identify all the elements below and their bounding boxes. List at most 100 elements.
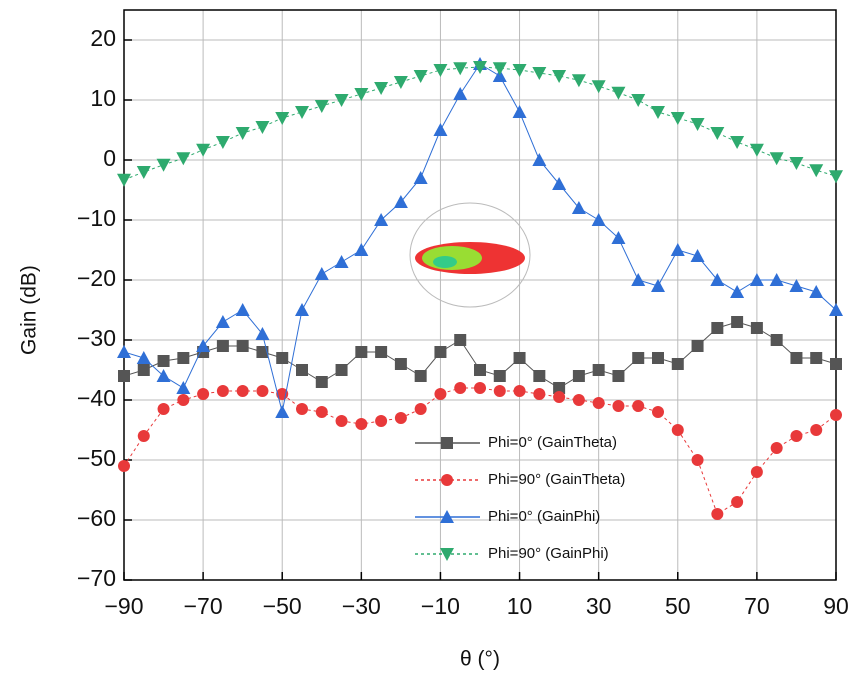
- marker: [513, 385, 526, 397]
- marker: [711, 508, 724, 520]
- marker: [512, 105, 527, 118]
- marker: [216, 385, 229, 397]
- marker: [393, 195, 408, 208]
- marker: [789, 157, 804, 170]
- marker: [553, 382, 566, 394]
- marker: [354, 88, 369, 101]
- marker: [276, 352, 289, 364]
- series-line: [123, 387, 837, 515]
- marker: [651, 106, 665, 119]
- marker: [493, 370, 506, 382]
- marker: [355, 346, 368, 358]
- marker: [177, 352, 190, 364]
- marker: [375, 346, 388, 358]
- marker: [710, 127, 725, 140]
- marker: [413, 171, 428, 184]
- marker: [235, 127, 250, 140]
- marker: [830, 358, 842, 370]
- marker: [196, 143, 211, 157]
- marker: [492, 62, 507, 76]
- marker: [176, 152, 191, 166]
- marker: [611, 231, 626, 244]
- marker: [809, 285, 824, 298]
- marker: [177, 394, 190, 406]
- marker: [553, 391, 566, 403]
- marker: [196, 339, 211, 352]
- marker: [592, 397, 605, 409]
- marker: [769, 152, 784, 166]
- marker: [136, 351, 151, 364]
- marker: [632, 352, 645, 364]
- legend-marker: [440, 510, 454, 523]
- marker: [671, 358, 684, 370]
- y-axis-label: Gain (dB): [18, 265, 41, 355]
- marker: [611, 86, 626, 100]
- marker: [612, 370, 625, 382]
- marker: [671, 424, 684, 436]
- marker: [176, 381, 191, 394]
- marker: [513, 352, 526, 364]
- marker: [749, 273, 764, 286]
- marker: [295, 303, 309, 316]
- marker: [691, 340, 704, 352]
- y-tick-label: −50: [77, 445, 116, 471]
- marker: [215, 315, 230, 328]
- marker: [314, 100, 329, 113]
- marker: [314, 267, 329, 280]
- marker: [453, 62, 468, 76]
- inset-pattern: [409, 202, 531, 308]
- x-tick-label: 10: [507, 593, 533, 619]
- marker: [572, 370, 585, 382]
- marker: [750, 466, 763, 478]
- y-tick-label: 10: [90, 85, 116, 111]
- marker: [315, 406, 328, 418]
- marker: [552, 70, 567, 83]
- legend-marker: [441, 474, 453, 486]
- marker: [335, 364, 348, 376]
- marker: [591, 80, 606, 94]
- legend-marker: [440, 548, 454, 561]
- marker: [197, 388, 210, 400]
- marker: [770, 442, 783, 454]
- marker: [670, 112, 685, 125]
- x-tick-label: −50: [263, 593, 302, 619]
- marker: [118, 460, 130, 472]
- marker: [414, 403, 427, 415]
- marker: [572, 394, 585, 406]
- legend-label: Phi=0° (GainPhi): [488, 508, 600, 525]
- marker: [434, 388, 447, 400]
- marker: [414, 370, 427, 382]
- marker: [454, 334, 467, 346]
- marker: [394, 358, 407, 370]
- legend: Phi=0° (GainTheta) Phi=90° (GainTheta) Phi…: [415, 434, 625, 562]
- marker: [770, 334, 783, 346]
- marker: [393, 76, 408, 89]
- marker: [454, 382, 467, 394]
- plot-frame: [123, 9, 837, 581]
- marker: [255, 121, 270, 134]
- marker: [790, 430, 803, 442]
- y-tick-label: 0: [103, 145, 116, 171]
- marker: [215, 136, 230, 149]
- marker: [631, 94, 646, 107]
- marker: [830, 409, 842, 421]
- marker: [829, 170, 843, 184]
- marker: [690, 249, 705, 262]
- y-tick-label: 20: [90, 25, 116, 51]
- marker: [632, 400, 645, 412]
- marker: [731, 316, 744, 328]
- x-tick-label: 90: [823, 593, 849, 619]
- x-tick-label: −10: [421, 593, 460, 619]
- marker: [117, 173, 131, 187]
- marker: [235, 303, 250, 316]
- y-tick-label: −30: [77, 325, 116, 351]
- marker: [749, 143, 764, 157]
- marker: [670, 243, 685, 256]
- marker: [730, 285, 745, 298]
- legend-label: Phi=90° (GainPhi): [488, 545, 609, 562]
- marker: [690, 118, 705, 131]
- marker: [118, 370, 130, 382]
- marker: [275, 112, 290, 125]
